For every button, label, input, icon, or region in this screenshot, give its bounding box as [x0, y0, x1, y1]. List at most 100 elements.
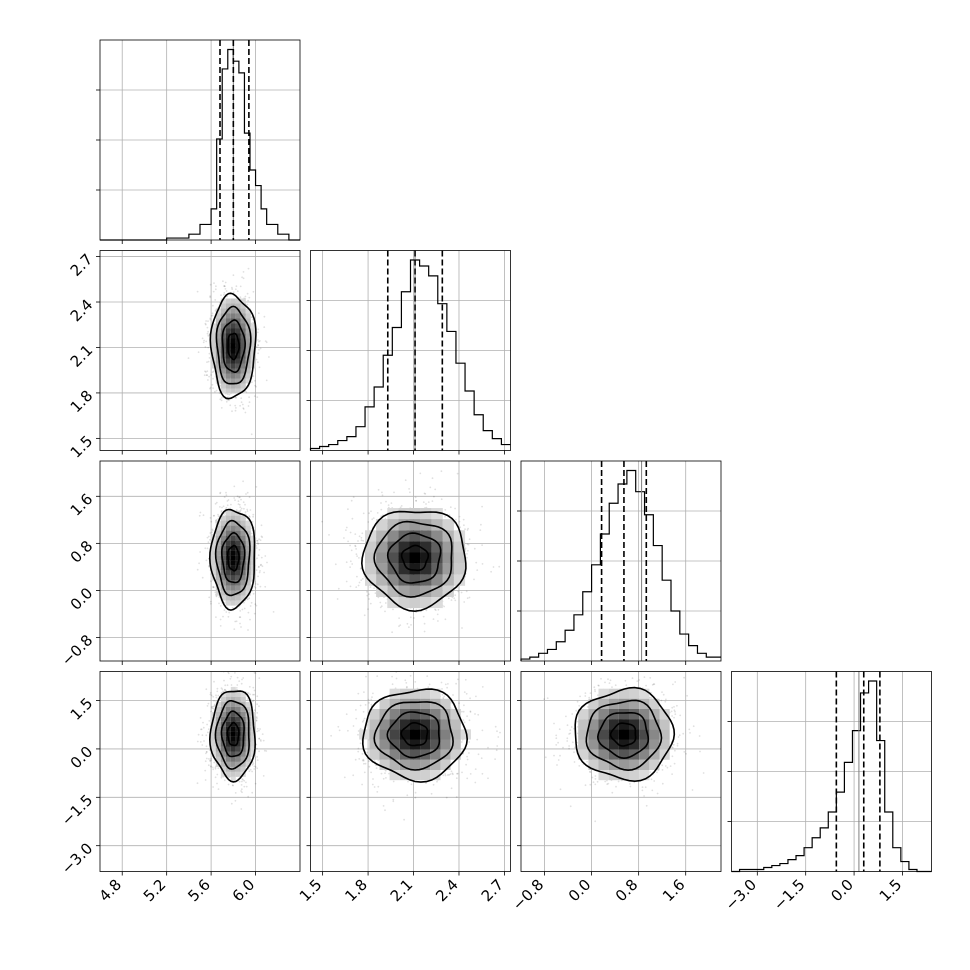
density-cell: [440, 749, 451, 760]
density-cell: [240, 761, 246, 767]
density-cell: [215, 525, 221, 531]
density-cell: [210, 550, 216, 556]
density-cell: [240, 338, 246, 344]
density-cell: [420, 739, 431, 750]
density-cell: [215, 580, 221, 586]
density-cell: [230, 716, 236, 722]
density-cell: [629, 688, 640, 699]
density-cell: [442, 530, 454, 542]
density-cell: [225, 580, 231, 586]
y-tick-label: −3.0: [58, 839, 96, 877]
density-cell: [649, 739, 660, 750]
density-cell: [215, 358, 221, 364]
density-cell: [225, 595, 231, 601]
density-cell: [245, 328, 251, 334]
density-cell: [240, 303, 246, 309]
density-cell: [210, 721, 216, 727]
density-cell: [598, 729, 609, 740]
density-cell: [245, 580, 251, 586]
y-tick-label: −1.5: [58, 791, 96, 829]
density-cell: [430, 709, 441, 720]
y-tick-label: 1.8: [67, 387, 97, 417]
density-cell: [410, 698, 421, 709]
density-cell: [376, 574, 388, 586]
density-cell: [618, 698, 630, 709]
x-tick-label: −1.5: [770, 876, 808, 914]
density-cell: [376, 519, 388, 531]
density-cell: [215, 545, 221, 551]
x-tick-label: 5.2: [140, 876, 170, 906]
contour-level-1: [386, 711, 441, 759]
density-cell: [225, 530, 231, 536]
density-cell: [215, 333, 221, 339]
density-cell: [225, 313, 231, 319]
density-cell: [235, 303, 241, 309]
density-cell: [369, 719, 380, 730]
contour-level-3: [361, 688, 469, 783]
density-cell: [235, 520, 241, 526]
x-tick-label: 4.8: [95, 876, 125, 906]
density-cell: [240, 318, 246, 324]
density-cell: [245, 545, 251, 551]
density-cell: [230, 298, 236, 304]
density-cell: [245, 756, 251, 762]
density-cell: [220, 696, 226, 702]
density-cell: [235, 363, 241, 369]
density-cell: [379, 759, 390, 770]
histogram-1: [309, 259, 511, 451]
density-cell: [629, 709, 640, 720]
y-tick-label: 2.1: [67, 341, 97, 371]
hist-panel-1: [306, 250, 511, 455]
density-cell: [389, 770, 400, 781]
density-cell: [215, 706, 221, 712]
density-cell: [440, 709, 451, 720]
density-cell: [220, 575, 226, 581]
density-cell: [220, 590, 226, 596]
density-cell: [629, 729, 640, 740]
density-cell: [225, 585, 231, 591]
density-cell: [215, 530, 221, 536]
density-cell: [431, 519, 443, 531]
density-cell: [225, 308, 231, 314]
panel-frame: [310, 460, 511, 662]
density-cell: [608, 729, 619, 740]
density-cell: [230, 308, 236, 314]
contour-level-3: [574, 686, 676, 783]
density-cell: [240, 746, 246, 752]
y-tick-label: 2.7: [67, 250, 97, 280]
density-cell: [245, 308, 251, 314]
density-cell: [235, 746, 241, 752]
density-cell: [235, 570, 241, 576]
density-cell: [245, 520, 251, 526]
density-cell: [235, 756, 241, 762]
density-cell: [399, 698, 410, 709]
density-cell: [230, 323, 236, 329]
density-cell: [230, 706, 236, 712]
y-tick-label: 0.0: [67, 584, 97, 614]
density-cell: [225, 358, 231, 364]
scatter-panel-0-2: [96, 460, 301, 665]
density-cell: [230, 585, 236, 591]
scatter-panel-2-3: [517, 671, 722, 876]
density-cell: [420, 563, 432, 575]
density-cell: [410, 770, 421, 781]
density-cell: [399, 709, 410, 720]
contour-level-0: [227, 332, 240, 361]
contour-level-2: [373, 520, 453, 598]
density-cell: [230, 711, 236, 717]
density-cell: [225, 590, 231, 596]
density-cell: [240, 711, 246, 717]
density-cell: [215, 726, 221, 732]
x-tick-label: 2.4: [432, 876, 462, 906]
density-cell: [235, 313, 241, 319]
density-cell: [225, 298, 231, 304]
contour-level-0: [400, 544, 430, 572]
density-cell: [235, 545, 241, 551]
density-cell: [230, 383, 236, 389]
density-cell: [379, 739, 390, 750]
density-cell: [215, 313, 221, 319]
scatter-panel-1-3: [306, 671, 511, 876]
density-cell: [250, 535, 256, 541]
density-cell: [376, 563, 388, 575]
x-tick-label: 1.5: [876, 876, 906, 906]
